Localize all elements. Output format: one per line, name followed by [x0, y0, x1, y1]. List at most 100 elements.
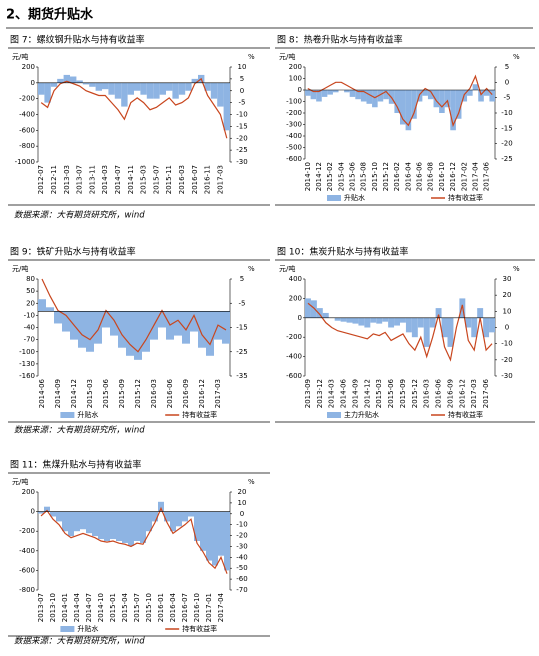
x-tick-label: 2016-06: [416, 161, 424, 191]
bar: [366, 90, 373, 104]
bar: [191, 78, 198, 83]
bar: [376, 317, 383, 324]
bar: [78, 311, 86, 348]
y-tick-label: 400: [289, 275, 302, 283]
x-tick-label: 2013-11: [88, 165, 96, 194]
y2-axis-unit: %: [248, 265, 255, 273]
y-tick-label: -100: [286, 98, 302, 106]
y-axis-unit: 元/吨: [12, 477, 28, 486]
bar: [206, 311, 214, 356]
bar: [108, 82, 115, 95]
bar: [441, 317, 448, 338]
chart-title: 图 7：螺纹钢升贴水与持有收益率: [10, 34, 145, 46]
x-tick-label: 2016-07: [181, 593, 189, 622]
section-title: 2、期货升贴水: [6, 7, 94, 23]
bar: [38, 511, 44, 514]
y2-tick-label: -30: [501, 372, 512, 380]
bar: [38, 299, 46, 312]
bar: [38, 82, 45, 95]
bar: [429, 317, 436, 328]
bar: [210, 82, 218, 99]
x-tick-label: 2014-10: [304, 162, 312, 191]
line-series: [307, 302, 493, 362]
legend-swatch: [60, 412, 75, 418]
y-tick-label: 20: [26, 299, 35, 307]
y2-tick-label: -15: [501, 124, 512, 132]
y2-tick-label: -40: [236, 553, 247, 561]
y-tick-label: -800: [19, 586, 35, 594]
bar: [98, 511, 104, 540]
x-tick-label: 2016-03: [178, 165, 186, 194]
bar: [455, 90, 462, 119]
x-tick-label: 2016-03: [150, 379, 158, 408]
bar: [74, 511, 80, 532]
bar: [388, 317, 395, 328]
y2-tick-label: -20: [236, 532, 247, 540]
bar: [223, 82, 230, 131]
bar: [411, 90, 417, 119]
line-series: [40, 506, 228, 574]
bar: [433, 90, 440, 108]
y2-tick-label: 20: [238, 488, 247, 496]
x-tick-label: 2012-07: [37, 165, 45, 194]
bar: [478, 90, 484, 102]
y-tick-label: -200: [19, 95, 35, 103]
x-tick-label: 2015-10: [371, 162, 379, 191]
bar: [134, 311, 142, 360]
y2-tick-label: 0: [505, 324, 509, 332]
x-tick-label: 2015-01: [109, 593, 117, 622]
bar: [170, 511, 176, 532]
y-axis-unit: 元/吨: [12, 52, 28, 61]
bar: [321, 90, 328, 97]
bar: [122, 511, 128, 543]
y2-tick-label: -5: [239, 99, 246, 107]
bar: [121, 82, 128, 107]
bar: [346, 317, 353, 323]
y2-tick-label: -25: [236, 348, 247, 356]
x-tick-label: 2017-03: [470, 379, 478, 408]
x-tick-label: 2015-03: [140, 165, 148, 194]
bar: [116, 511, 122, 541]
x-tick-label: 2013-12: [316, 379, 324, 408]
y2-tick-label: 30: [503, 275, 512, 283]
bar: [352, 317, 359, 324]
x-tick-label: 2016-12: [198, 379, 206, 408]
y-tick-label: -600: [286, 155, 302, 163]
bar: [377, 90, 384, 102]
x-tick-label: 2013-09: [304, 379, 312, 408]
bar: [80, 511, 86, 530]
x-tick-label: 2015-07: [133, 593, 141, 622]
x-tick-label: 2017-03: [214, 379, 222, 408]
bar: [435, 308, 442, 318]
bar: [483, 317, 490, 338]
bar: [142, 311, 150, 352]
bar: [316, 308, 323, 318]
bar: [405, 317, 412, 333]
bar: [63, 74, 70, 83]
y2-tick-label: -10: [501, 109, 512, 117]
x-tick-label: 2014-09: [351, 379, 359, 408]
bar: [134, 511, 140, 541]
bar: [472, 84, 479, 90]
y-tick-label: 50: [26, 287, 35, 295]
x-tick-label: 2016-03: [423, 379, 431, 408]
y-axis-unit: 元/吨: [279, 264, 295, 273]
x-tick-label: 2012-11: [50, 165, 58, 194]
y-tick-label: -200: [286, 109, 302, 117]
x-tick-label: 2014-06: [38, 378, 46, 408]
y2-axis-unit: %: [248, 53, 255, 61]
x-tick-label: 2016-12: [449, 162, 457, 191]
legend-label: 主力升贴水: [344, 410, 379, 419]
x-tick-label: 2014-06: [340, 378, 348, 408]
bar: [444, 90, 451, 108]
x-tick-label: 2014-03: [328, 379, 336, 408]
x-tick-label: 2014-04: [73, 592, 81, 622]
bar: [110, 511, 116, 540]
bar: [166, 82, 173, 91]
x-tick-label: 2015-03: [86, 379, 94, 408]
bar: [104, 511, 110, 541]
bar: [364, 317, 371, 328]
bar: [327, 90, 333, 95]
